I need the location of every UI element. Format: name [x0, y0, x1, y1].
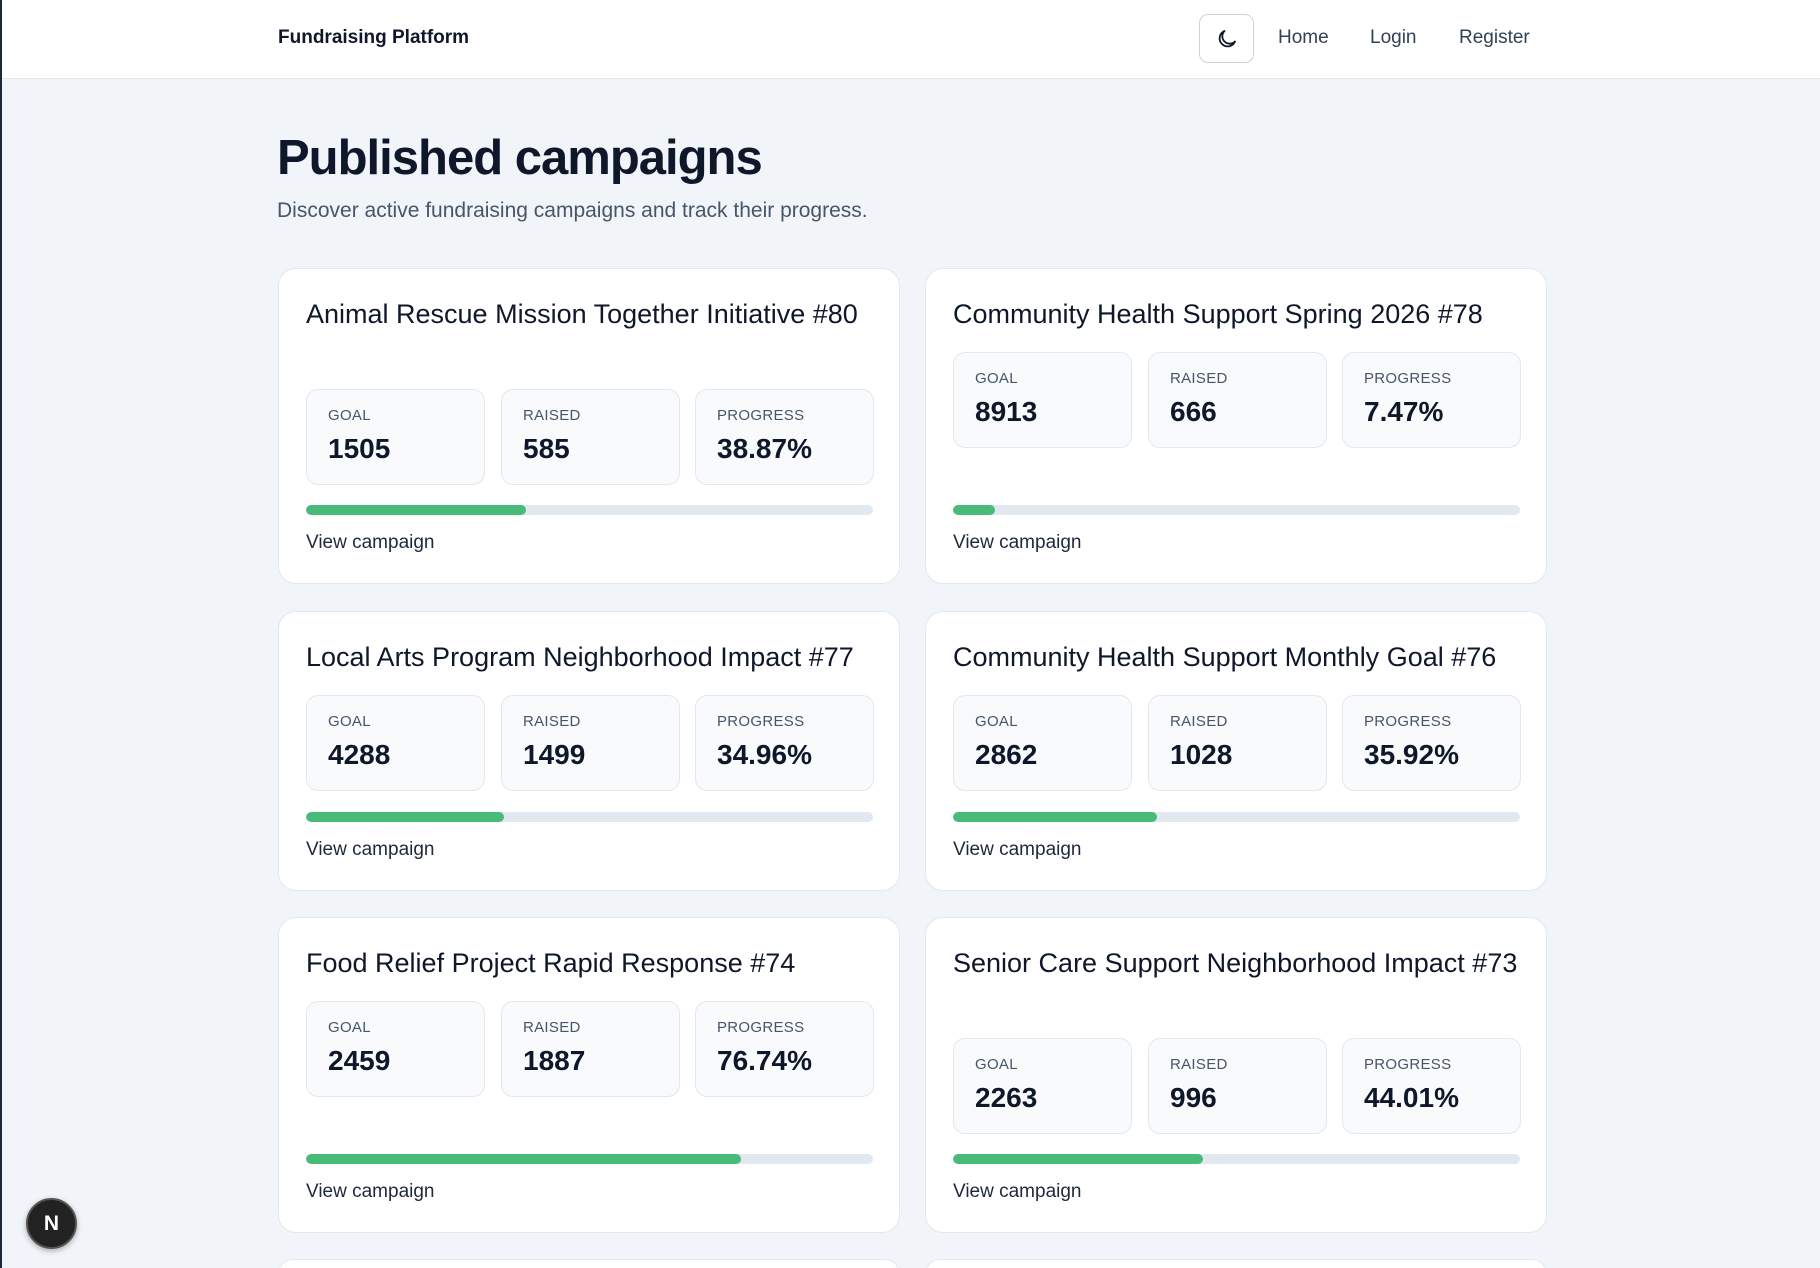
progress-bar — [306, 1154, 873, 1164]
progress-stat: PROGRESS 35.92% — [1342, 695, 1521, 791]
window-edge — [0, 0, 2, 1268]
campaign-card: Senior Care Support Neighborhood Impact … — [925, 917, 1547, 1233]
view-campaign-link[interactable]: View campaign — [953, 532, 1082, 553]
campaign-card-partial — [278, 1259, 900, 1268]
view-campaign-link[interactable]: View campaign — [306, 532, 435, 553]
progress-value: 38.87% — [717, 433, 812, 464]
goal-value: 4288 — [328, 739, 391, 770]
campaign-title: Local Arts Program Neighborhood Impact #… — [306, 642, 854, 672]
view-campaign-link[interactable]: View campaign — [953, 839, 1082, 860]
moon-icon — [1218, 29, 1236, 47]
campaign-card: Local Arts Program Neighborhood Impact #… — [278, 611, 900, 891]
raised-label: RAISED — [1170, 713, 1228, 730]
progress-stat: PROGRESS 76.74% — [695, 1001, 874, 1097]
goal-stat: GOAL 2862 — [953, 695, 1132, 791]
view-campaign-link[interactable]: View campaign — [953, 1181, 1082, 1202]
raised-stat: RAISED 585 — [501, 389, 680, 485]
campaign-card: Animal Rescue Mission Together Initiativ… — [278, 268, 900, 584]
goal-stat: GOAL 2459 — [306, 1001, 485, 1097]
view-campaign-link[interactable]: View campaign — [306, 1181, 435, 1202]
goal-label: GOAL — [328, 1019, 371, 1036]
raised-stat: RAISED 666 — [1148, 352, 1327, 448]
goal-stat: GOAL 4288 — [306, 695, 485, 791]
progress-label: PROGRESS — [717, 407, 805, 424]
progress-value: 34.96% — [717, 739, 812, 770]
progress-bar-fill — [306, 505, 527, 515]
campaign-card: Community Health Support Spring 2026 #78… — [925, 268, 1547, 584]
goal-stat: GOAL 1505 — [306, 389, 485, 485]
progress-label: PROGRESS — [717, 713, 805, 730]
progress-stat: PROGRESS 44.01% — [1342, 1038, 1521, 1134]
progress-bar-fill — [306, 812, 505, 822]
page-subtitle: Discover active fundraising campaigns an… — [277, 199, 868, 222]
raised-label: RAISED — [523, 407, 581, 424]
goal-value: 2862 — [975, 739, 1038, 770]
brand-logo-text[interactable]: Fundraising Platform — [278, 27, 470, 48]
campaign-title: Community Health Support Monthly Goal #7… — [953, 642, 1497, 672]
progress-label: PROGRESS — [1364, 713, 1452, 730]
goal-stat: GOAL 8913 — [953, 352, 1132, 448]
raised-value: 996 — [1170, 1082, 1217, 1113]
raised-stat: RAISED 1028 — [1148, 695, 1327, 791]
theme-toggle-button[interactable] — [1199, 14, 1254, 63]
progress-label: PROGRESS — [1364, 370, 1452, 387]
raised-stat: RAISED 1887 — [501, 1001, 680, 1097]
goal-label: GOAL — [975, 713, 1018, 730]
progress-bar-fill — [953, 812, 1157, 822]
raised-label: RAISED — [1170, 370, 1228, 387]
nextjs-icon[interactable]: N — [26, 1198, 77, 1249]
page-title: Published campaigns — [277, 131, 763, 185]
goal-label: GOAL — [975, 1056, 1018, 1073]
goal-label: GOAL — [328, 407, 371, 424]
campaign-card: Community Health Support Monthly Goal #7… — [925, 611, 1547, 891]
nav-register-link[interactable]: Register — [1459, 27, 1530, 48]
progress-label: PROGRESS — [717, 1019, 805, 1036]
progress-bar-fill — [953, 505, 996, 515]
top-navbar: Fundraising Platform Home Login Register — [2, 0, 1820, 79]
goal-value: 8913 — [975, 396, 1038, 427]
progress-bar — [953, 1154, 1520, 1164]
raised-stat: RAISED 1499 — [501, 695, 680, 791]
goal-label: GOAL — [328, 713, 371, 730]
raised-value: 1028 — [1170, 739, 1233, 770]
goal-value: 2263 — [975, 1082, 1038, 1113]
nav-home-link[interactable]: Home — [1278, 27, 1329, 48]
progress-bar — [953, 505, 1520, 515]
progress-bar-fill — [306, 1154, 742, 1164]
raised-label: RAISED — [1170, 1056, 1228, 1073]
progress-value: 76.74% — [717, 1045, 812, 1076]
goal-label: GOAL — [975, 370, 1018, 387]
campaign-card: Food Relief Project Rapid Response #74 G… — [278, 917, 900, 1233]
campaign-card-partial — [925, 1259, 1547, 1268]
progress-stat: PROGRESS 34.96% — [695, 695, 874, 791]
raised-label: RAISED — [523, 1019, 581, 1036]
progress-stat: PROGRESS 38.87% — [695, 389, 874, 485]
raised-value: 666 — [1170, 396, 1217, 427]
goal-value: 1505 — [328, 433, 391, 464]
goal-value: 2459 — [328, 1045, 391, 1076]
progress-value: 35.92% — [1364, 739, 1459, 770]
progress-bar-fill — [953, 1154, 1203, 1164]
progress-bar — [953, 812, 1520, 822]
raised-value: 1887 — [523, 1045, 586, 1076]
nav-login-link[interactable]: Login — [1370, 27, 1417, 48]
progress-stat: PROGRESS 7.47% — [1342, 352, 1521, 448]
campaign-title: Community Health Support Spring 2026 #78 — [953, 299, 1483, 329]
progress-label: PROGRESS — [1364, 1056, 1452, 1073]
raised-stat: RAISED 996 — [1148, 1038, 1327, 1134]
campaign-title: Animal Rescue Mission Together Initiativ… — [306, 299, 858, 329]
progress-bar — [306, 505, 873, 515]
raised-value: 1499 — [523, 739, 586, 770]
campaign-title: Food Relief Project Rapid Response #74 — [306, 948, 796, 978]
campaign-title: Senior Care Support Neighborhood Impact … — [953, 948, 1518, 978]
progress-bar — [306, 812, 873, 822]
progress-value: 7.47% — [1364, 396, 1444, 427]
raised-label: RAISED — [523, 713, 581, 730]
goal-stat: GOAL 2263 — [953, 1038, 1132, 1134]
view-campaign-link[interactable]: View campaign — [306, 839, 435, 860]
raised-value: 585 — [523, 433, 570, 464]
progress-value: 44.01% — [1364, 1082, 1459, 1113]
